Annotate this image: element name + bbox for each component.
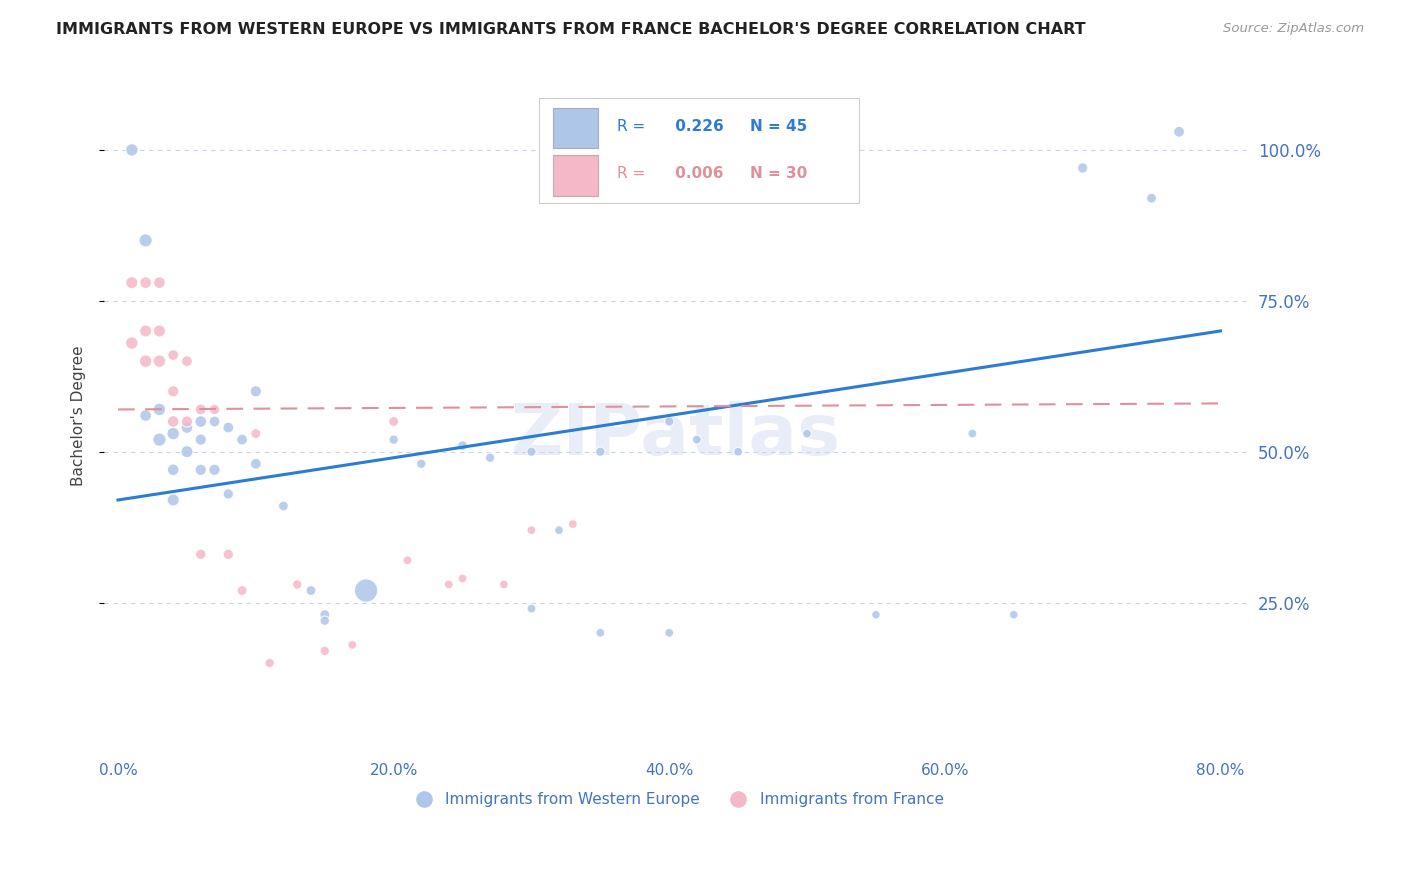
Point xyxy=(342,638,364,652)
FancyBboxPatch shape xyxy=(553,155,599,195)
Point xyxy=(396,553,419,567)
Point xyxy=(162,415,184,429)
Point xyxy=(354,583,377,598)
Point xyxy=(162,426,184,441)
Text: IMMIGRANTS FROM WESTERN EUROPE VS IMMIGRANTS FROM FRANCE BACHELOR'S DEGREE CORRE: IMMIGRANTS FROM WESTERN EUROPE VS IMMIGR… xyxy=(56,22,1085,37)
Point xyxy=(162,463,184,477)
Point xyxy=(135,276,157,290)
Point xyxy=(1071,161,1094,175)
Point xyxy=(148,433,170,447)
Text: 0.006: 0.006 xyxy=(671,166,724,181)
Point xyxy=(285,577,308,591)
Point xyxy=(204,463,226,477)
Text: ZIPatlas: ZIPatlas xyxy=(510,401,841,470)
Point xyxy=(204,415,226,429)
Text: R =: R = xyxy=(617,119,650,134)
Point xyxy=(479,450,502,465)
Legend: Immigrants from Western Europe, Immigrants from France: Immigrants from Western Europe, Immigran… xyxy=(402,786,949,814)
Point xyxy=(686,433,709,447)
Point xyxy=(121,336,143,351)
Point xyxy=(190,415,212,429)
Point xyxy=(548,523,571,537)
Point xyxy=(411,457,433,471)
Point xyxy=(176,415,198,429)
Point xyxy=(176,354,198,368)
Point xyxy=(176,444,198,458)
Point xyxy=(204,402,226,417)
Point xyxy=(1140,191,1163,205)
Text: N = 30: N = 30 xyxy=(751,166,807,181)
FancyBboxPatch shape xyxy=(553,108,599,148)
Text: N = 45: N = 45 xyxy=(751,119,807,134)
Point xyxy=(451,571,474,585)
Point xyxy=(135,409,157,423)
Point xyxy=(314,607,336,622)
Point xyxy=(589,625,612,640)
Point xyxy=(176,420,198,434)
FancyBboxPatch shape xyxy=(538,98,859,202)
Point xyxy=(148,276,170,290)
Point xyxy=(121,276,143,290)
Point xyxy=(520,523,543,537)
Point xyxy=(382,415,405,429)
Text: Source: ZipAtlas.com: Source: ZipAtlas.com xyxy=(1223,22,1364,36)
Point xyxy=(135,354,157,368)
Point xyxy=(148,402,170,417)
Point xyxy=(190,463,212,477)
Point xyxy=(148,354,170,368)
Point xyxy=(451,439,474,453)
Point xyxy=(314,644,336,658)
Point xyxy=(382,433,405,447)
Point xyxy=(217,420,239,434)
Point xyxy=(217,487,239,501)
Point xyxy=(727,444,749,458)
Point xyxy=(299,583,322,598)
Point xyxy=(865,607,887,622)
Point xyxy=(796,426,818,441)
Point xyxy=(231,583,253,598)
Point xyxy=(135,324,157,338)
Point xyxy=(217,547,239,561)
Point xyxy=(314,614,336,628)
Point xyxy=(259,656,281,670)
Point xyxy=(1168,125,1191,139)
Point xyxy=(231,433,253,447)
Point xyxy=(520,601,543,615)
Point xyxy=(162,384,184,399)
Point xyxy=(437,577,460,591)
Point xyxy=(492,577,515,591)
Point xyxy=(190,402,212,417)
Point xyxy=(245,426,267,441)
Point xyxy=(135,234,157,248)
Text: R =: R = xyxy=(617,166,650,181)
Point xyxy=(962,426,984,441)
Point xyxy=(190,547,212,561)
Point xyxy=(658,415,681,429)
Point xyxy=(190,433,212,447)
Point xyxy=(520,444,543,458)
Point xyxy=(245,457,267,471)
Point xyxy=(162,493,184,508)
Point xyxy=(148,324,170,338)
Point xyxy=(1002,607,1025,622)
Point xyxy=(589,444,612,458)
Text: 0.226: 0.226 xyxy=(671,119,724,134)
Point xyxy=(162,348,184,362)
Point xyxy=(245,384,267,399)
Y-axis label: Bachelor's Degree: Bachelor's Degree xyxy=(72,345,86,486)
Point xyxy=(561,517,583,532)
Point xyxy=(658,625,681,640)
Point xyxy=(273,499,295,513)
Point xyxy=(121,143,143,157)
